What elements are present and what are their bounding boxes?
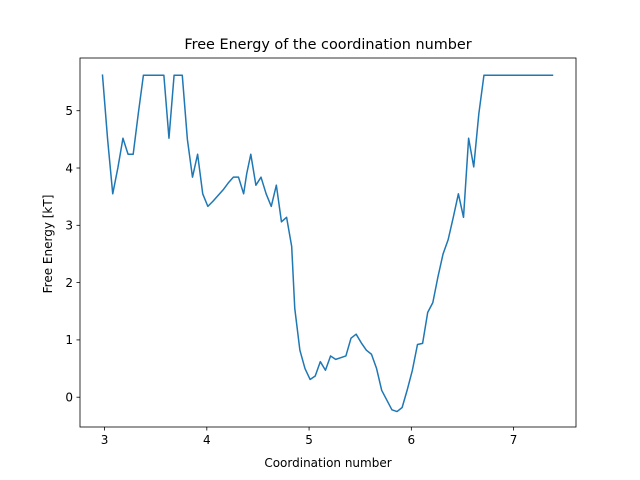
x-tick-label: 7 xyxy=(510,433,518,447)
series-line-0 xyxy=(101,74,554,413)
chart-title: Free Energy of the coordination number xyxy=(184,37,471,53)
x-tick-label: 4 xyxy=(203,433,211,447)
y-tick-label: 1 xyxy=(65,333,73,347)
y-tick-label: 3 xyxy=(65,219,73,233)
y-tick-label: 5 xyxy=(65,104,73,118)
x-axis-label: Coordination number xyxy=(264,456,391,470)
x-tick-label: 5 xyxy=(305,433,313,447)
plot-frame xyxy=(79,57,577,428)
y-axis-label: Free Energy [kT] xyxy=(41,195,55,294)
x-axis-ticks: 3 4 5 6 7 xyxy=(101,427,518,447)
plot-area xyxy=(79,57,577,428)
y-axis-ticks: 0 1 2 3 4 5 xyxy=(65,104,80,405)
x-tick-label: 6 xyxy=(408,433,416,447)
x-tick-label: 3 xyxy=(101,433,109,447)
y-tick-label: 2 xyxy=(65,276,73,290)
y-tick-label: 0 xyxy=(65,391,73,405)
y-tick-label: 4 xyxy=(65,161,73,175)
